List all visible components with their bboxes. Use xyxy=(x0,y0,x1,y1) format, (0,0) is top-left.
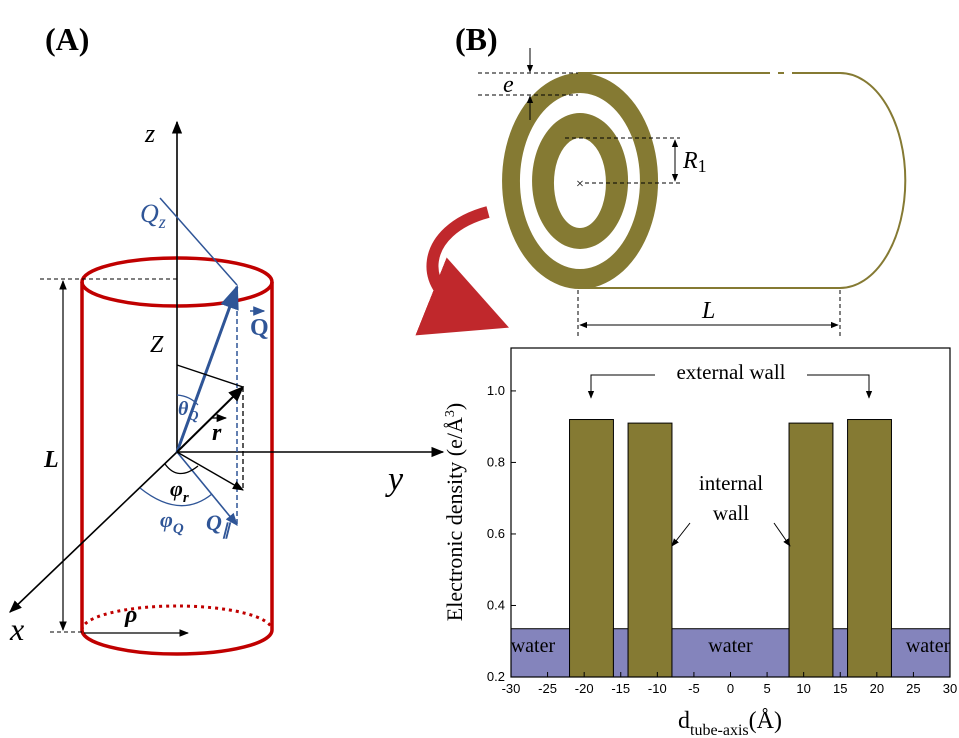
phi-q-label: φQ xyxy=(160,507,184,537)
x-tick-label: 5 xyxy=(763,681,770,696)
annotation: internal xyxy=(699,471,763,495)
z-axis-label: z xyxy=(144,119,155,148)
bar xyxy=(848,420,892,677)
radius-subscript: 1 xyxy=(698,156,707,176)
r-label: r xyxy=(212,420,222,446)
phi-r-label: φr xyxy=(170,476,189,506)
y-tick-label: 0.8 xyxy=(487,454,505,469)
y-tick-label: 0.6 xyxy=(487,526,505,541)
q-label: Q xyxy=(250,315,269,341)
radius-label: R1 xyxy=(682,148,707,176)
annotation: wall xyxy=(713,501,749,525)
y-title-sup: 3 xyxy=(443,410,458,417)
x-title-text: d xyxy=(678,708,690,734)
bar xyxy=(789,423,833,677)
panel-label: (A) xyxy=(45,21,89,57)
theta-symbol: θ xyxy=(178,398,189,420)
center-mark: × xyxy=(576,177,584,192)
bar xyxy=(833,629,848,677)
q-parallel-subscript: ∥ xyxy=(222,522,232,539)
z-coordinate-label: Z xyxy=(150,332,164,358)
density-chart: Electronic density (e/Å3) dtube-axis(Å) … xyxy=(442,348,957,738)
y-tick-label: 0.2 xyxy=(487,669,505,684)
qz-symbol: Q xyxy=(140,199,159,228)
x-tick-label: 0 xyxy=(727,681,734,696)
annotation: water xyxy=(906,635,951,657)
annotation: water xyxy=(708,635,753,657)
x-tick-label: 15 xyxy=(833,681,847,696)
x-tick-label: 10 xyxy=(796,681,810,696)
figure: (A) L ρ z y x Qz Q Z r θQ φr φQ Q∥ (B) ×… xyxy=(0,0,959,738)
annotation: external wall xyxy=(676,360,785,384)
bar xyxy=(628,423,672,677)
theta-subscript: Q xyxy=(188,409,198,424)
phi-q-symbol: φ xyxy=(160,507,173,532)
x-tick-label: -10 xyxy=(648,681,667,696)
annotation: water xyxy=(511,635,556,657)
x-tick-label: 20 xyxy=(870,681,884,696)
radius-symbol: R xyxy=(682,148,698,174)
x-tick-label: -20 xyxy=(575,681,594,696)
bar xyxy=(570,420,614,677)
panel-b: (B) × e R1 L xyxy=(432,21,905,336)
thickness-label: e xyxy=(503,72,514,98)
phi-r-subscript: r xyxy=(183,490,189,506)
y-axis-label: y xyxy=(385,461,404,498)
x-tick-label: -25 xyxy=(538,681,557,696)
y-title-text: Electronic density (e/Å xyxy=(442,417,467,621)
x-axis-label: x xyxy=(9,611,24,647)
x-tick-label: 25 xyxy=(906,681,920,696)
x-title-sub: tube-axis xyxy=(690,722,749,738)
panel-a: (A) L ρ z y x Qz Q Z r θQ φr φQ Q∥ xyxy=(9,21,443,654)
qz-subscript: z xyxy=(158,212,166,232)
x-tick-label: 30 xyxy=(943,681,957,696)
qz-label: Qz xyxy=(140,199,166,232)
x-title-end: (Å) xyxy=(749,708,782,734)
x-tick-label: -15 xyxy=(611,681,630,696)
y-tick-label: 1.0 xyxy=(487,383,505,398)
panel-label: (B) xyxy=(455,21,498,57)
length-label: L xyxy=(701,298,715,324)
y-tick-label: 0.4 xyxy=(487,597,505,612)
y-title-end: ) xyxy=(442,403,467,410)
radius-label: ρ xyxy=(124,602,137,628)
phi-q-subscript: Q xyxy=(173,521,184,537)
x-tick-label: -5 xyxy=(688,681,700,696)
x-axis-title: dtube-axis(Å) xyxy=(678,708,782,738)
length-label: L xyxy=(43,447,59,473)
q-parallel-symbol: Q xyxy=(206,510,222,535)
y-axis-title: Electronic density (e/Å3) xyxy=(442,403,467,621)
bar xyxy=(613,629,628,677)
phi-r-symbol: φ xyxy=(170,476,183,501)
